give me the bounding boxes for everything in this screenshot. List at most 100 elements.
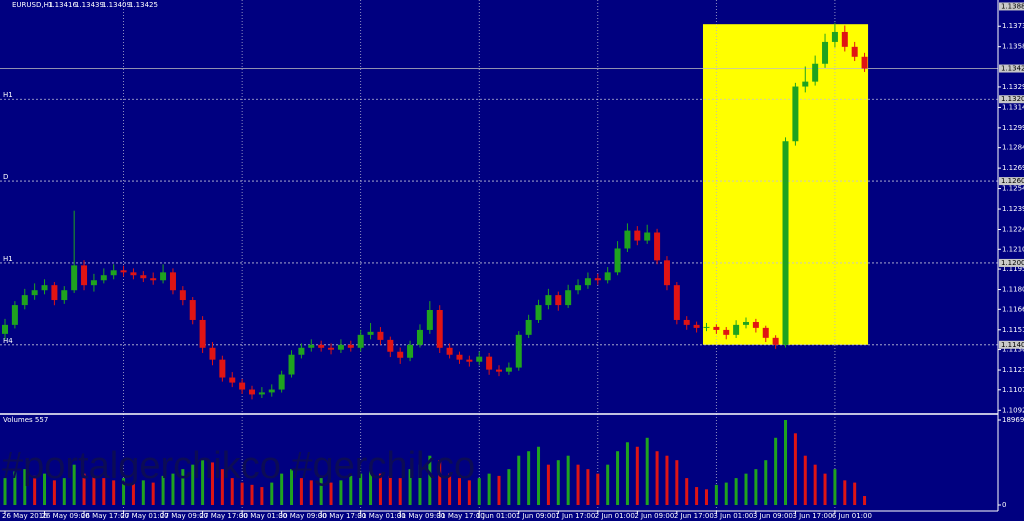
candle-body bbox=[258, 392, 265, 395]
volume-bar bbox=[517, 455, 521, 505]
candle-body bbox=[841, 31, 848, 47]
volume-bar bbox=[793, 433, 797, 505]
candle-body bbox=[683, 319, 690, 325]
volume-bar bbox=[92, 475, 96, 505]
x-tick-label: 2 Jun 09:00 bbox=[634, 512, 674, 520]
volume-bar bbox=[714, 484, 718, 505]
volume-bar bbox=[418, 464, 422, 505]
level-label: 1.12600 bbox=[1001, 177, 1024, 185]
candle-body bbox=[782, 141, 789, 345]
candle-body bbox=[308, 344, 315, 348]
candle-body bbox=[476, 356, 483, 362]
volume-bar bbox=[586, 469, 590, 505]
volume-bar bbox=[645, 437, 649, 505]
volume-bar bbox=[764, 460, 768, 505]
candle-body bbox=[110, 270, 117, 276]
volume-bar bbox=[774, 437, 778, 505]
level-box bbox=[999, 340, 1024, 349]
x-tick-label: 31 May 01:00 bbox=[358, 512, 406, 520]
candle-body bbox=[831, 31, 838, 42]
x-tick-label: 26 May 2016 bbox=[2, 512, 48, 520]
current-price-box bbox=[999, 64, 1024, 73]
candle-body bbox=[41, 285, 48, 291]
volume-bar bbox=[655, 451, 659, 505]
candle-body bbox=[169, 272, 176, 291]
x-tick-label: 2 Jun 01:00 bbox=[595, 512, 635, 520]
volume-bar bbox=[309, 480, 313, 505]
volume-tick-label: 0 bbox=[1002, 501, 1006, 509]
level-box bbox=[999, 177, 1024, 186]
max-marker-label: 1.13880 bbox=[1001, 2, 1024, 10]
candle-body bbox=[189, 300, 196, 320]
candle-body bbox=[673, 285, 680, 320]
current-price-label: 1.13425 bbox=[1001, 65, 1024, 73]
x-tick-label: 26 May 09:00 bbox=[42, 512, 90, 520]
x-tick-label: 31 May 17:00 bbox=[437, 512, 485, 520]
candle-body bbox=[762, 327, 769, 338]
y-tick-label: 1.10920 bbox=[1002, 406, 1024, 414]
x-tick-label: 27 May 01:00 bbox=[121, 512, 169, 520]
ohlc-value: 1.13425 bbox=[129, 1, 158, 9]
y-tick-label: 1.11660 bbox=[1002, 305, 1024, 313]
volume-bar bbox=[359, 473, 363, 505]
volume-bar bbox=[201, 460, 205, 505]
volume-bar bbox=[576, 464, 580, 505]
volume-bar bbox=[349, 475, 353, 505]
candle-body bbox=[663, 260, 670, 286]
ohlc-value: 1.13439 bbox=[75, 1, 104, 9]
volume-bar bbox=[497, 475, 501, 505]
x-tick-label: 30 May 09:00 bbox=[279, 512, 327, 520]
candle-body bbox=[90, 280, 97, 286]
candle-body bbox=[407, 344, 414, 358]
candle-body bbox=[861, 56, 868, 69]
candle-body bbox=[397, 351, 404, 358]
volume-bar bbox=[250, 484, 254, 505]
volume-bar bbox=[62, 478, 66, 505]
volume-bar bbox=[43, 473, 47, 505]
level-name: H1 bbox=[3, 255, 13, 263]
candle-body bbox=[278, 374, 285, 390]
volume-bar bbox=[339, 480, 343, 505]
candle-body bbox=[367, 331, 374, 335]
volume-bar bbox=[754, 469, 758, 505]
ohlc-value: 1.13416 bbox=[48, 1, 77, 9]
candle-body bbox=[229, 377, 236, 383]
volume-bar bbox=[803, 455, 807, 505]
volume-bar bbox=[675, 460, 679, 505]
volume-bar bbox=[220, 469, 224, 505]
candle-body bbox=[298, 347, 305, 355]
volume-bar bbox=[210, 462, 214, 505]
y-tick-label: 1.13290 bbox=[1002, 83, 1024, 91]
level-name: H1 bbox=[3, 91, 13, 99]
volume-bar bbox=[507, 469, 511, 505]
candle-body bbox=[812, 63, 819, 82]
y-tick-label: 1.13585 bbox=[1002, 43, 1024, 51]
candle-body bbox=[743, 322, 749, 325]
volume-bar bbox=[823, 473, 827, 505]
x-tick-label: 31 May 09:00 bbox=[397, 512, 445, 520]
candle-body bbox=[51, 285, 58, 301]
volume-bar bbox=[695, 487, 699, 505]
x-tick-label: 27 May 17:00 bbox=[200, 512, 248, 520]
candle-body bbox=[347, 344, 354, 348]
x-tick-label: 30 May 17:00 bbox=[318, 512, 366, 520]
volume-bar bbox=[566, 455, 570, 505]
candle-body bbox=[239, 382, 246, 390]
chart-title: EURUSD,H1 bbox=[12, 1, 53, 9]
volume-bar bbox=[784, 420, 788, 505]
candle-body bbox=[120, 270, 127, 273]
volume-bar bbox=[546, 464, 550, 505]
candle-body bbox=[456, 354, 463, 360]
volume-bar bbox=[191, 464, 195, 505]
volume-bar bbox=[457, 478, 461, 505]
x-tick-label: 30 May 01:00 bbox=[239, 512, 287, 520]
x-tick-label: 6 Jun 01:00 bbox=[832, 512, 872, 520]
volume-bar bbox=[72, 464, 76, 505]
ohlc-value: 1.13409 bbox=[102, 1, 131, 9]
candle-body bbox=[426, 310, 433, 330]
candle-body bbox=[140, 275, 147, 279]
volume-bar bbox=[181, 469, 185, 505]
candle-body bbox=[713, 326, 720, 330]
candle-body bbox=[377, 331, 384, 340]
